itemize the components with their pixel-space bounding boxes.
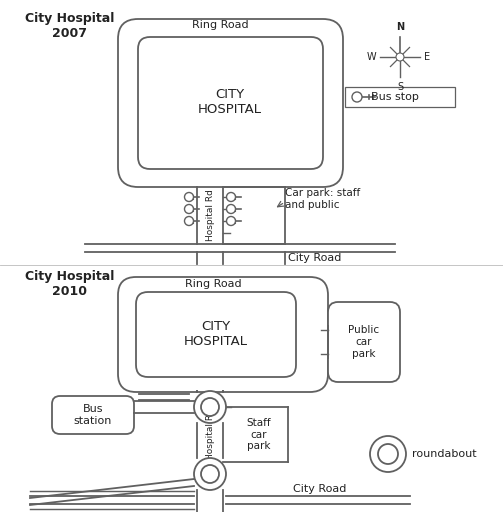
Circle shape bbox=[194, 458, 226, 490]
Circle shape bbox=[396, 53, 404, 61]
Text: CITY
HOSPITAL: CITY HOSPITAL bbox=[184, 320, 248, 348]
Circle shape bbox=[226, 193, 235, 202]
Text: CITY
HOSPITAL: CITY HOSPITAL bbox=[198, 88, 262, 116]
Circle shape bbox=[370, 436, 406, 472]
Text: Ring Road: Ring Road bbox=[192, 20, 248, 30]
Circle shape bbox=[378, 444, 398, 464]
FancyBboxPatch shape bbox=[118, 277, 328, 392]
FancyBboxPatch shape bbox=[138, 37, 323, 169]
Text: City Hospital
2010: City Hospital 2010 bbox=[25, 270, 115, 298]
Text: N: N bbox=[396, 22, 404, 32]
FancyBboxPatch shape bbox=[136, 292, 296, 377]
Bar bbox=[345, 87, 455, 107]
Text: Ring Road: Ring Road bbox=[185, 279, 241, 289]
Circle shape bbox=[194, 391, 226, 423]
Text: Bus stop: Bus stop bbox=[371, 92, 419, 102]
FancyBboxPatch shape bbox=[52, 396, 134, 434]
Text: City Road: City Road bbox=[293, 484, 347, 494]
Circle shape bbox=[185, 204, 194, 214]
Text: roundabout: roundabout bbox=[412, 449, 477, 459]
Text: Car park: staff
and public: Car park: staff and public bbox=[285, 188, 360, 210]
Text: City Road: City Road bbox=[288, 253, 342, 263]
FancyBboxPatch shape bbox=[328, 302, 400, 382]
FancyBboxPatch shape bbox=[118, 19, 343, 187]
Circle shape bbox=[185, 217, 194, 225]
Circle shape bbox=[226, 217, 235, 225]
Text: E: E bbox=[424, 52, 430, 62]
Text: Public
car
park: Public car park bbox=[349, 326, 380, 358]
Text: City Hospital
2007: City Hospital 2007 bbox=[25, 12, 115, 40]
Circle shape bbox=[185, 193, 194, 202]
Text: W: W bbox=[366, 52, 376, 62]
Circle shape bbox=[226, 204, 235, 214]
Text: Staff
car
park: Staff car park bbox=[246, 418, 271, 451]
Text: S: S bbox=[397, 82, 403, 92]
Circle shape bbox=[201, 398, 219, 416]
Circle shape bbox=[352, 92, 362, 102]
Text: Hospital Rd: Hospital Rd bbox=[207, 189, 215, 241]
Text: Hospital Rd: Hospital Rd bbox=[207, 408, 215, 460]
Circle shape bbox=[201, 465, 219, 483]
Text: Bus
station: Bus station bbox=[74, 404, 112, 426]
